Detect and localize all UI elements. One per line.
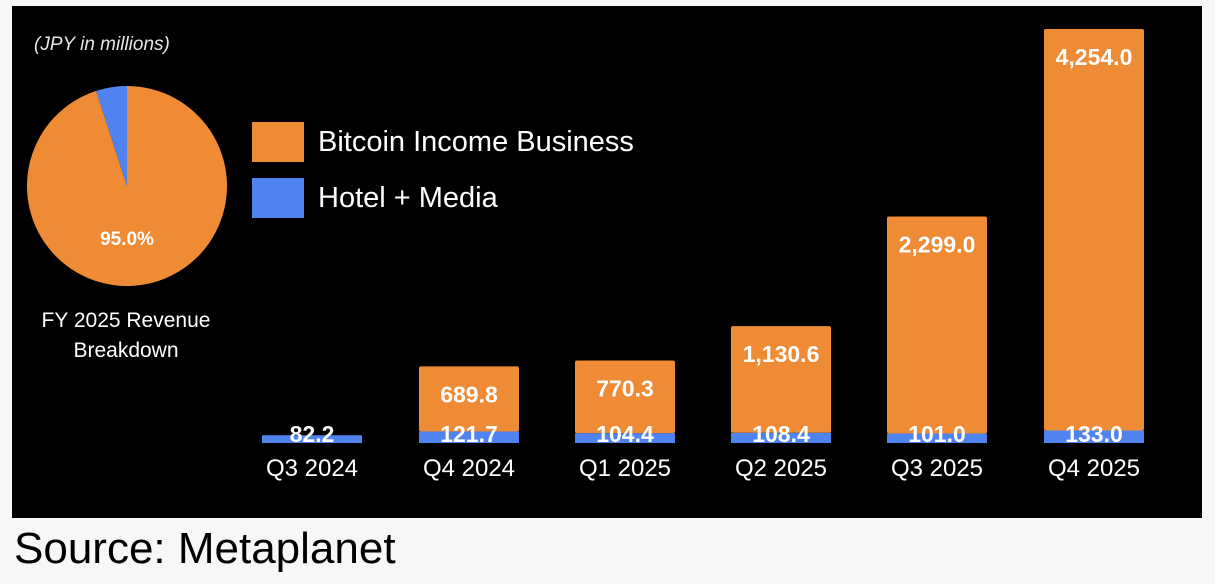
- bar-label-bitcoin-income-q4-2025: 4,254.0: [1056, 44, 1133, 70]
- bar-hotel-media-q2-2025: [731, 432, 831, 443]
- x-tick-label-q4-2025: Q4 2025: [1048, 455, 1140, 482]
- bar-bitcoin-income-q3-2025: [887, 216, 987, 434]
- bar-label-bitcoin-income-q3-2025: 2,299.0: [899, 232, 976, 258]
- bar-bitcoin-income-q2-2025: [731, 326, 831, 433]
- pie-slice-bitcoin-income-business: [26, 86, 227, 286]
- bar-hotel-media-q3-2025: [887, 433, 987, 443]
- bar-label-bitcoin-income-q1-2025: 770.3: [596, 375, 654, 401]
- x-tick-label-q3-2025: Q3 2025: [891, 455, 983, 482]
- bar-label-hotel-media-q3-2025: 101.0: [908, 421, 966, 447]
- legend-item-hotel-media: Hotel + Media: [252, 178, 498, 218]
- bar-label-hotel-media-q1-2025: 104.4: [596, 421, 654, 447]
- pie-slice-label: 95.0%: [100, 229, 154, 250]
- x-tick-label-q3-2024: Q3 2024: [266, 455, 358, 482]
- x-tick-label-q1-2025: Q1 2025: [579, 455, 671, 482]
- source-note: Source: Metaplanet: [14, 524, 396, 573]
- bar-hotel-media-q3-2024: [262, 435, 362, 443]
- legend-swatch-hotel-media: [252, 178, 304, 218]
- bar-hotel-media-q1-2025: [575, 433, 675, 443]
- x-tick-label-q2-2025: Q2 2025: [735, 455, 827, 482]
- chart-svg: 95.0% 82.2 Q3 2024 689.8 121.7 Q4 2024 770.3 10…: [26, 29, 1144, 482]
- bar-label-hotel-media-q2-2025: 108.4: [752, 421, 810, 447]
- legend-item-bitcoin-income: Bitcoin Income Business: [252, 122, 634, 162]
- bar-hotel-media-q4-2024: [419, 431, 519, 443]
- x-tick-label-q4-2024: Q4 2024: [423, 455, 515, 482]
- bar-label-hotel-media-q3-2024: 82.2: [290, 421, 335, 447]
- pie-caption-line-1: FY 2025 Revenue: [41, 309, 211, 332]
- legend-label-bitcoin-income: Bitcoin Income Business: [318, 125, 634, 158]
- legend-label-hotel-media: Hotel + Media: [318, 181, 498, 214]
- pie-caption: FY 2025 Revenue Breakdown: [20, 306, 232, 366]
- unit-note: (JPY in millions): [34, 34, 170, 55]
- pie-caption-line-2: Breakdown: [73, 339, 179, 362]
- bar-label-hotel-media-q4-2025: 133.0: [1065, 421, 1123, 447]
- pie-slice-hotel-media: [96, 86, 127, 186]
- bar-label-bitcoin-income-q4-2024: 689.8: [440, 381, 498, 407]
- bar-label-bitcoin-income-q2-2025: 1,130.6: [743, 341, 820, 367]
- bar-bitcoin-income-q4-2025: [1044, 29, 1144, 431]
- bar-bitcoin-income-q1-2025: [575, 360, 675, 434]
- bar-label-hotel-media-q4-2024: 121.7: [440, 421, 498, 447]
- bar-hotel-media-q4-2025: [1044, 430, 1144, 443]
- bar-bitcoin-income-q4-2024: [419, 366, 519, 432]
- legend-swatch-bitcoin-income: [252, 122, 304, 162]
- chart-panel: 95.0% 82.2 Q3 2024 689.8 121.7 Q4 2024 770.3 10…: [12, 6, 1202, 518]
